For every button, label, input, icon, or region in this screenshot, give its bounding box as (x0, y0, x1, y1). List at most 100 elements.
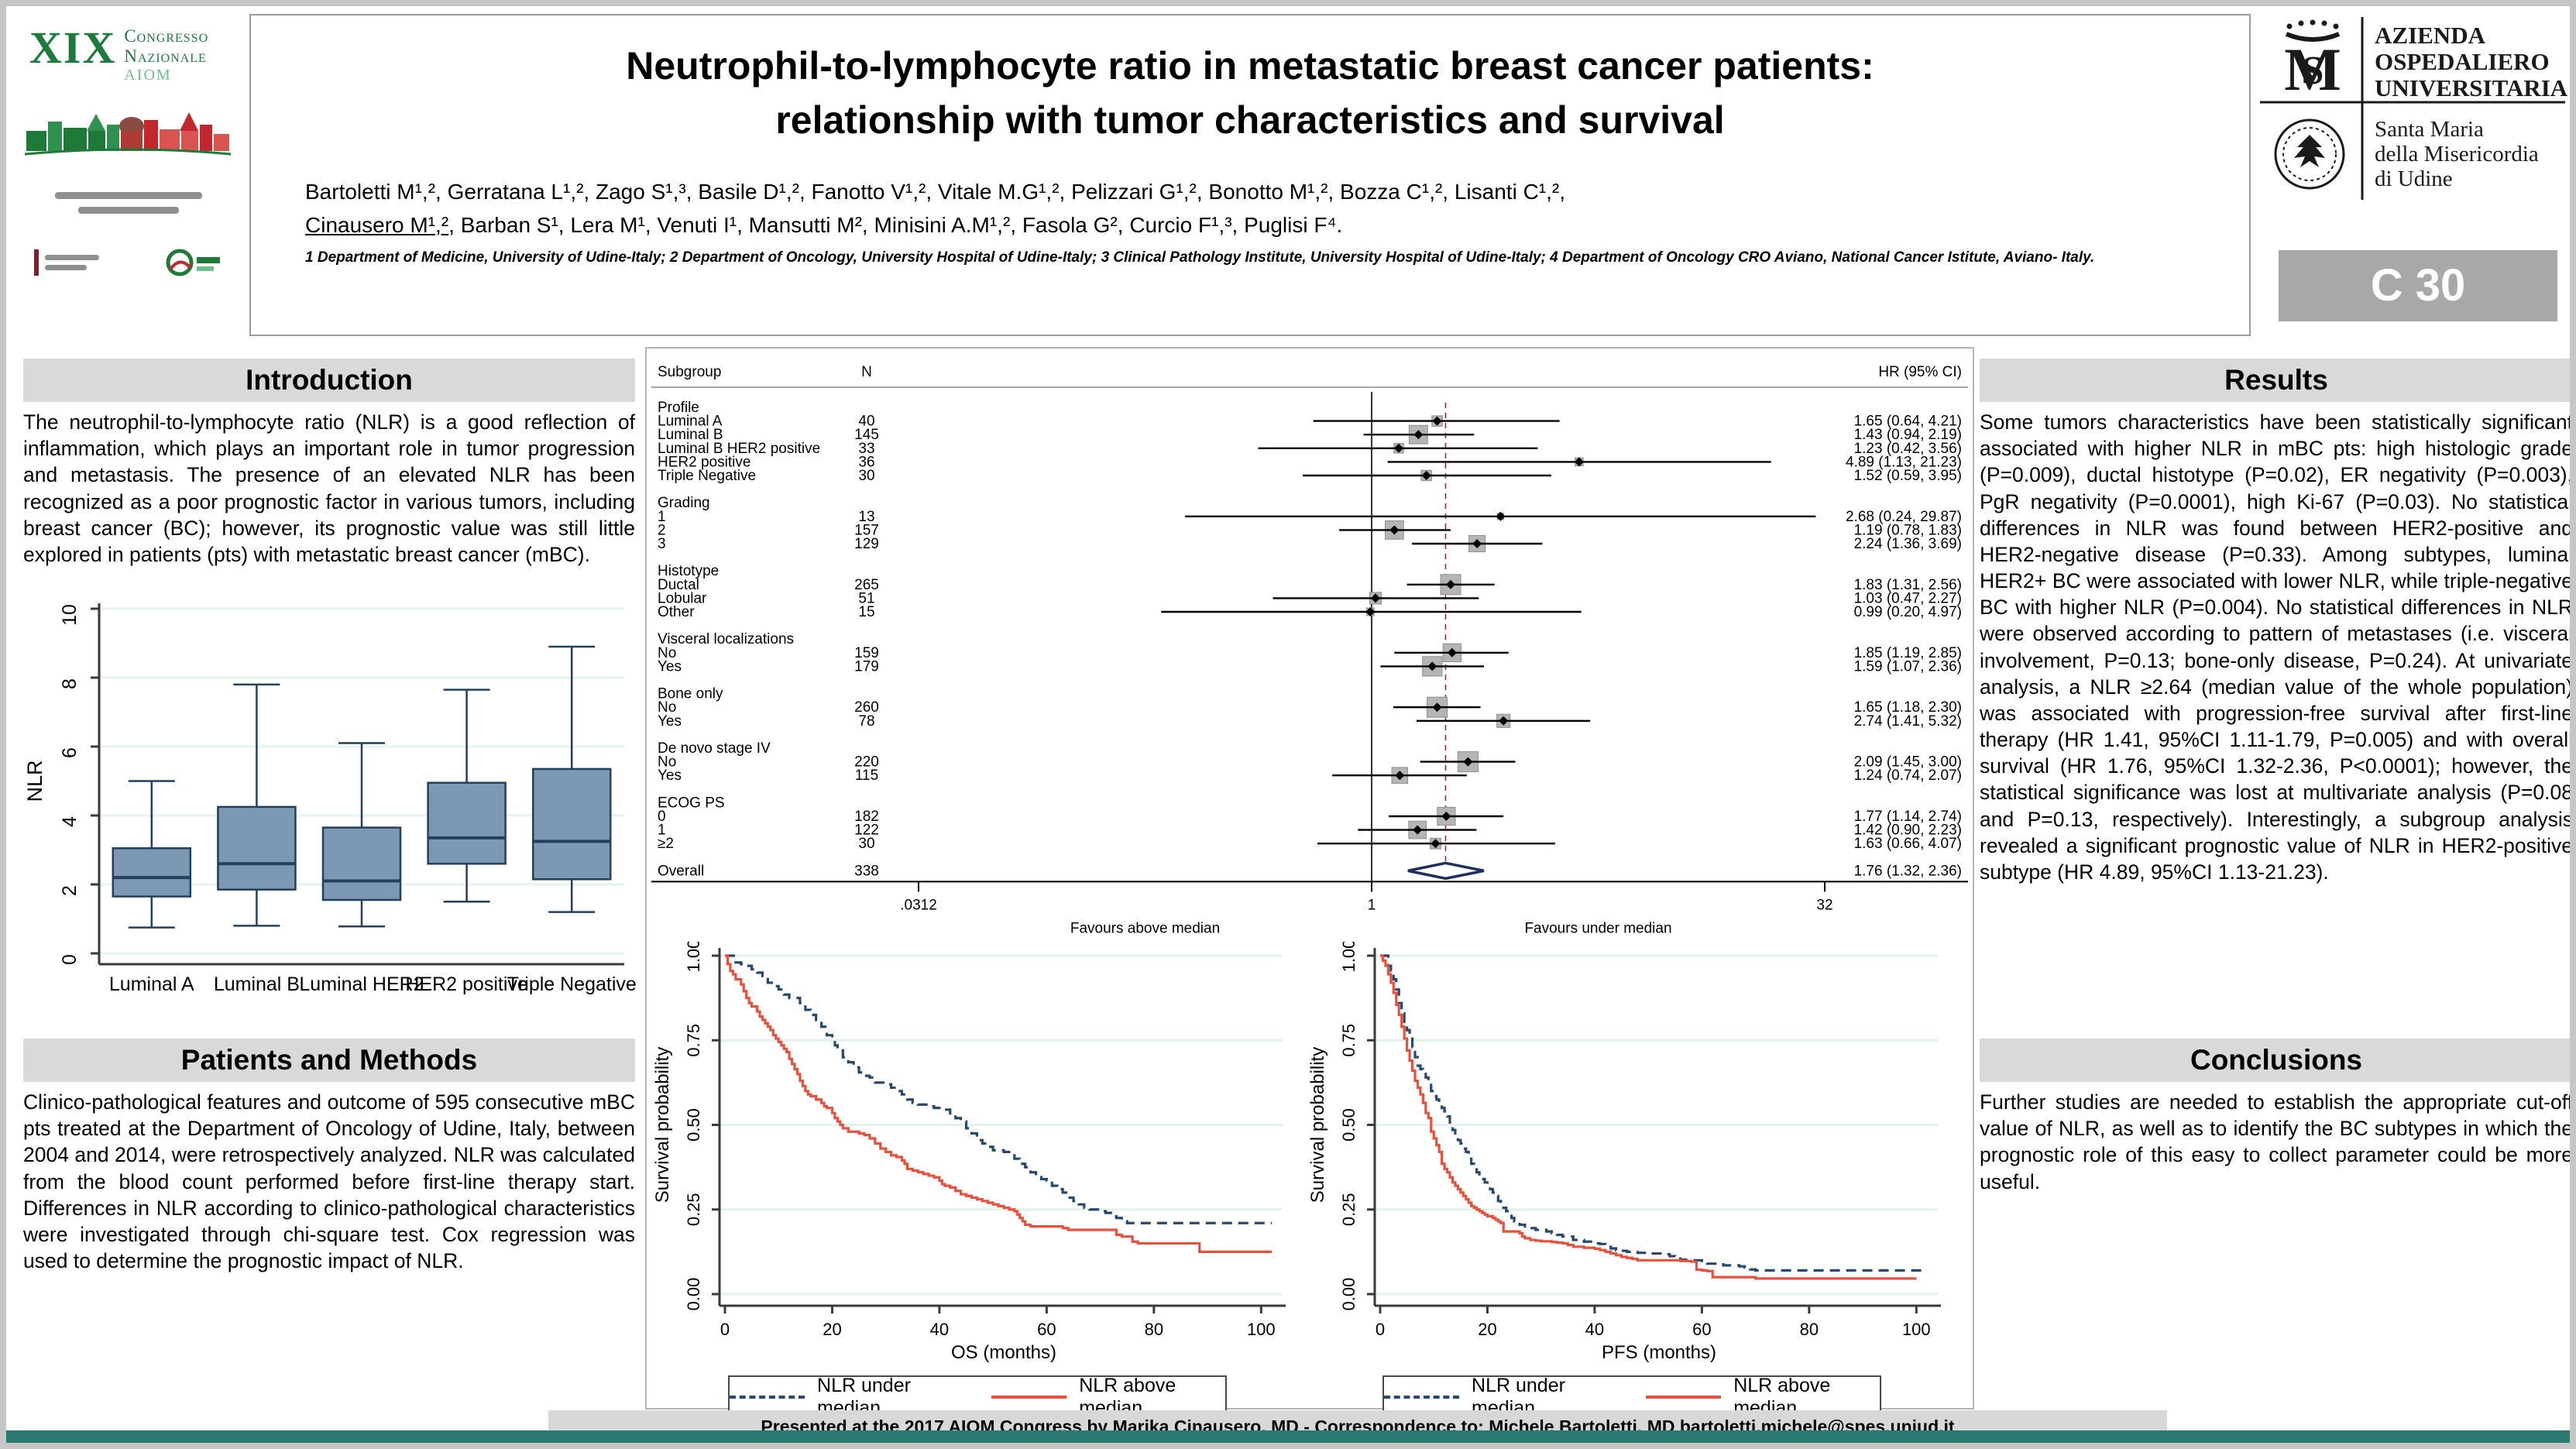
university-seal-icon (2274, 118, 2345, 190)
svg-text:60: 60 (1037, 1320, 1056, 1339)
svg-text:0: 0 (59, 954, 81, 965)
svg-text:33: 33 (858, 441, 874, 457)
authors-line1: Bartoletti M¹,², Gerratana L¹,², Zago S¹… (305, 180, 1565, 204)
section-title-results: Results (1980, 359, 2570, 402)
legend-label-above-median: NLR above median (1079, 1375, 1176, 1419)
svg-text:0.75: 0.75 (1339, 1024, 1358, 1057)
svg-text:15: 15 (858, 604, 874, 620)
svg-text:80: 80 (1800, 1320, 1819, 1339)
svg-text:N: N (861, 364, 872, 380)
svg-text:0.75: 0.75 (684, 1024, 703, 1057)
svg-text:1: 1 (658, 822, 666, 839)
svg-text:8: 8 (59, 678, 81, 689)
svg-text:Grading: Grading (658, 495, 710, 511)
poster-title-line1: Neutrophil-to-lymphocyte ratio in metast… (626, 44, 1874, 88)
nlr-boxplot-chart: 0 2 4 6 8 10 NLR Luminal A Luminal B Luminal HER2… (23, 603, 637, 995)
poster-title-line2: relationship with tumor characteristics … (775, 98, 1725, 142)
svg-text:182: 182 (854, 809, 879, 825)
conclusions-text: Further studies are needed to establish … (1980, 1090, 2573, 1193)
svg-text:No: No (658, 645, 676, 661)
svg-text:Other: Other (658, 604, 695, 620)
svg-text:1.43 (0.94, 2.19): 1.43 (0.94, 2.19) (1854, 427, 1962, 443)
km-pfs-chart: 0.00 0.25 0.50 0.75 1.00 0 20 40 60 80 100 PFS (mon… (1307, 942, 1941, 1363)
svg-text:2.68 (0.24, 29.87): 2.68 (0.24, 29.87) (1846, 509, 1962, 525)
svg-text:4.89 (1.13, 21.23): 4.89 (1.13, 21.23) (1846, 454, 1962, 470)
svg-text:0.99 (0.20, 4.97): 0.99 (0.20, 4.97) (1854, 604, 1962, 620)
svg-text:Profile: Profile (658, 400, 699, 416)
legend-dashed-line-icon (730, 1396, 805, 1399)
svg-text:0.00: 0.00 (684, 1278, 703, 1311)
svg-text:6: 6 (59, 747, 81, 758)
svg-text:157: 157 (854, 522, 879, 538)
svg-text:Luminal HER2: Luminal HER2 (299, 973, 424, 995)
results-text: Some tumors characteristics have been st… (1980, 410, 2573, 884)
hospital-sub1: Santa Maria (2375, 117, 2484, 142)
svg-text:1.65 (1.18, 2.30): 1.65 (1.18, 2.30) (1854, 699, 1962, 716)
svg-text:No: No (658, 699, 676, 716)
svg-text:Luminal B: Luminal B (214, 973, 300, 995)
svg-text:1.83 (1.31, 2.56): 1.83 (1.31, 2.56) (1854, 577, 1962, 593)
svg-text:220: 220 (854, 754, 879, 771)
svg-text:1.23 (0.42, 3.56): 1.23 (0.42, 3.56) (1854, 441, 1962, 457)
svg-text:338: 338 (854, 863, 879, 879)
svg-text:HR (95% CI): HR (95% CI) (1878, 364, 1962, 380)
hospital-logo-icon: M S AZIENDA OSPEDALIERO UNIVERSITARIA Sa… (2260, 17, 2568, 200)
hospital-sub2: della Misericordia (2375, 142, 2539, 167)
section-title-methods: Patients and Methods (23, 1039, 635, 1082)
poster-code-badge: C 30 (2279, 250, 2557, 321)
svg-text:1.24 (0.74, 2.07): 1.24 (0.74, 2.07) (1854, 767, 1962, 784)
congress-line2: Nazionale (124, 46, 207, 66)
svg-text:1.59 (1.07, 2.36): 1.59 (1.07, 2.36) (1854, 658, 1962, 675)
svg-text:De novo stage IV: De novo stage IV (658, 740, 771, 757)
svg-text:HER2 positive: HER2 positive (405, 973, 527, 995)
congress-xix-label: XIX (29, 22, 117, 73)
svg-text:M: M (2284, 36, 2341, 103)
svg-text:Luminal A: Luminal A (109, 973, 194, 995)
congress-smalltext-line1 (55, 192, 202, 199)
presenting-author: Cinausero M¹,² (305, 213, 449, 238)
methods-text: Clinico-pathological features and outcom… (23, 1090, 635, 1273)
svg-text:Yes: Yes (658, 713, 682, 730)
svg-text:1.63 (0.66, 4.07): 1.63 (0.66, 4.07) (1854, 836, 1962, 852)
svg-text:PFS (months): PFS (months) (1602, 1342, 1716, 1363)
svg-text:122: 122 (854, 822, 879, 839)
legend-solid-line-icon (991, 1396, 1067, 1399)
hospital-logo-panel: M S AZIENDA OSPEDALIERO UNIVERSITARIA Sa… (2257, 11, 2570, 338)
svg-text:80: 80 (1145, 1320, 1163, 1339)
congress-line1: Congresso (124, 26, 209, 46)
svg-text:Bone only: Bone only (658, 686, 723, 702)
svg-text:0: 0 (658, 809, 666, 825)
svg-text:0.50: 0.50 (684, 1108, 703, 1142)
congress-logo-panel: XIX Congresso Nazionale AIOM (15, 11, 242, 338)
congress-line3: AIOM (124, 67, 172, 84)
svg-text:159: 159 (854, 645, 879, 661)
svg-text:Histotype: Histotype (658, 563, 719, 579)
introduction-text: The neutrophil-to-lymphocyte ratio (NLR)… (23, 410, 635, 566)
svg-text:1.19 (0.78, 1.83): 1.19 (0.78, 1.83) (1854, 522, 1962, 538)
svg-text:260: 260 (854, 699, 879, 716)
title-box: Neutrophil-to-lymphocyte ratio in metast… (249, 14, 2251, 336)
svg-text:13: 13 (858, 509, 874, 525)
svg-text:20: 20 (823, 1320, 841, 1339)
svg-text:Yes: Yes (658, 658, 682, 675)
svg-text:1.85 (1.19, 2.85): 1.85 (1.19, 2.85) (1854, 645, 1962, 661)
svg-text:Survival probability: Survival probability (652, 1047, 673, 1203)
svg-text:265: 265 (854, 577, 879, 593)
svg-text:OS (months): OS (months) (951, 1342, 1056, 1363)
hospital-monogram-icon: M S (2284, 19, 2341, 103)
svg-text:51: 51 (858, 590, 874, 606)
km-os-chart: 0.00 0.25 0.50 0.75 1.00 0 20 40 60 80 100 OS (mont… (652, 942, 1286, 1363)
sponsor-logo-left (34, 249, 99, 276)
svg-text:1.00: 1.00 (1339, 942, 1358, 972)
affiliations: 1 Department of Medicine, University of … (305, 249, 2095, 266)
svg-text:Favours above median: Favours above median (1070, 920, 1220, 936)
svg-text:1: 1 (1368, 897, 1376, 913)
svg-text:2.24 (1.36, 3.69): 2.24 (1.36, 3.69) (1854, 536, 1962, 552)
svg-text:Survival probability: Survival probability (1307, 1047, 1328, 1203)
figures-panel: Subgroup N HR (95% CI) Profile Luminal A 40 1.… (645, 347, 1974, 1419)
svg-text:115: 115 (855, 767, 878, 784)
authors-line2: , Barban S¹, Lera M¹, Venuti I¹, Mansutt… (448, 213, 1343, 238)
svg-text:S: S (2302, 49, 2324, 93)
svg-text:179: 179 (854, 658, 879, 675)
